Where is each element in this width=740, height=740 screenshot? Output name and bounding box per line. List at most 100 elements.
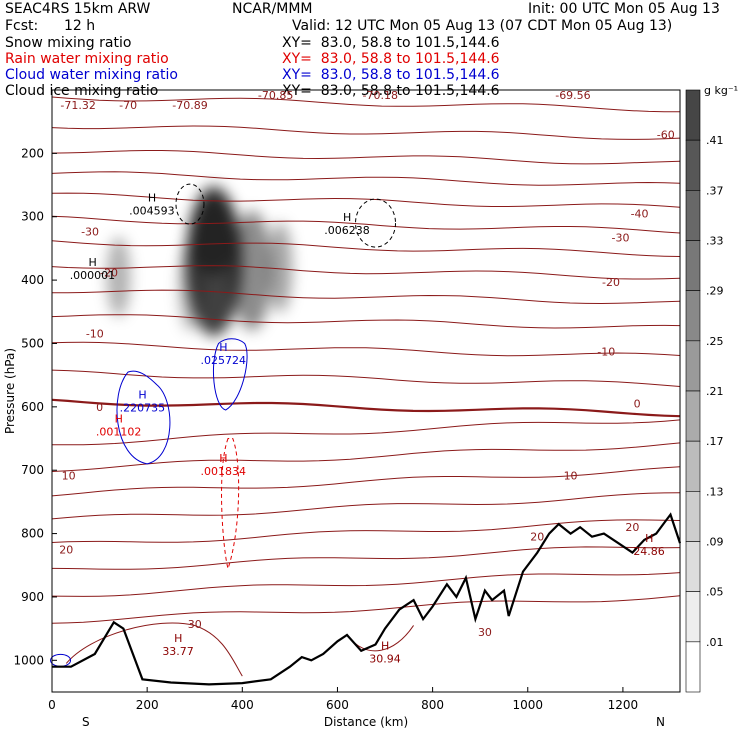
temperature-label: 20	[625, 521, 639, 534]
rain-contour	[221, 438, 240, 571]
colorbar-swatch	[685, 491, 701, 542]
field-rain: Rain water mixing ratio	[5, 51, 169, 67]
ice-shade	[191, 195, 236, 276]
isotherm-line	[51, 240, 681, 257]
isotherm-line	[51, 96, 680, 113]
isotherm-line	[51, 369, 681, 387]
isotherm-line	[51, 466, 681, 497]
extremum-marker: H	[645, 532, 653, 545]
ice-shade	[106, 236, 131, 317]
init-time: Init: 00 UTC Mon 05 Aug 13	[528, 1, 720, 17]
x-tick-label: 600	[326, 698, 349, 712]
temperature-label: -60	[657, 128, 675, 141]
isotherm-line	[51, 215, 681, 234]
north-label: N	[656, 715, 665, 729]
y-tick-label: 700	[21, 463, 44, 477]
colorbar-tick-label: .17	[706, 435, 724, 448]
x-tick-label: 0	[48, 698, 56, 712]
extremum-value: .004593	[129, 204, 175, 217]
terrain-line	[52, 512, 682, 686]
isotherm-line	[51, 519, 681, 543]
y-tick-label: 200	[21, 146, 44, 160]
extremum-marker: H	[88, 256, 96, 269]
x-tick-label: 800	[421, 698, 444, 712]
temperature-label: -69.56	[555, 89, 590, 102]
colorbar: .41 .37 .33 .29 .25 .21 .17 .13 .09 .05 .01 g kg⁻¹	[685, 84, 738, 693]
extremum-value: .025724	[201, 354, 247, 367]
extremum-marker: H	[148, 191, 156, 204]
colorbar-tick-label: .33	[706, 235, 724, 248]
model-title: SEAC4RS 15km ARW	[5, 1, 151, 17]
temperature-label: -71.32	[60, 99, 95, 112]
ice-shading	[106, 186, 293, 337]
colorbar-swatch	[685, 139, 701, 191]
temperature-label: -20	[602, 276, 620, 289]
forecast-label: Fcst:	[5, 18, 39, 34]
extremum-value: .006238	[324, 224, 370, 237]
temperature-label: 30	[188, 618, 202, 631]
extremum-marker: H	[115, 413, 123, 426]
xy-rain: XY= 83.0, 58.8 to 101.5,144.6	[282, 51, 500, 67]
isotherm-line	[51, 442, 681, 472]
colorbar-swatch	[685, 591, 701, 643]
isotherm-line	[51, 125, 681, 140]
isotherm-line	[51, 419, 681, 446]
south-label: S	[82, 715, 90, 729]
temperature-label: -70.89	[172, 99, 207, 112]
extremum-value: 30.94	[369, 652, 401, 665]
x-tick-label: 1000	[512, 698, 543, 712]
valid-time: Valid: 12 UTC Mon 05 Aug 13 (07 CDT Mon …	[292, 18, 673, 34]
colorbar-tick-label: .05	[706, 586, 724, 599]
extremum-marker: H	[343, 211, 351, 224]
y-tick-label: 400	[21, 273, 44, 287]
y-tick-label: 300	[21, 210, 44, 224]
temperature-label: -40	[631, 208, 649, 221]
colorbar-tick-label: .37	[706, 184, 724, 197]
temperature-label: 20	[530, 531, 544, 544]
colorbar-swatch	[685, 641, 701, 693]
y-tick-label: 600	[21, 400, 44, 414]
extremum-value: .001834	[201, 465, 247, 478]
temperature-label: 20	[59, 543, 73, 556]
y-tick-label: 1000	[13, 653, 44, 667]
temperature-label: -70.85	[258, 89, 293, 102]
colorbar-swatch	[685, 440, 701, 492]
xy-cloud-water: XY= 83.0, 58.8 to 101.5,144.6	[282, 67, 500, 83]
isotherm-line	[51, 398, 681, 418]
extremum-marker: H	[219, 452, 227, 465]
temperature-label: 30	[478, 626, 492, 639]
y-axis-label: Pressure (hPa)	[3, 348, 17, 434]
colorbar-swatch	[685, 89, 701, 141]
extremum-value: .001102	[96, 426, 142, 439]
x-axis-label: Distance (km)	[324, 715, 408, 729]
temperature-label: 0	[634, 398, 641, 411]
organization: NCAR/MMM	[232, 1, 313, 17]
temperature-labels: -71.32 -70 -70.89-70.85 -70.18 -69.56-60-40-…	[59, 89, 674, 639]
colorbar-unit: g kg⁻¹	[704, 84, 738, 97]
temperature-label: -30	[612, 232, 630, 245]
xy-snow: XY= 83.0, 58.8 to 101.5,144.6	[282, 35, 500, 51]
colorbar-tick-label: .13	[706, 485, 724, 498]
cloud-ice-contour	[355, 198, 397, 248]
field-cloud-water: Cloud water mixing ratio	[5, 67, 178, 83]
temperature-label: 0	[96, 401, 103, 414]
colorbar-swatch	[685, 290, 701, 342]
extrema-labels: H.004593H.006238H.000001H.025724H.220735…	[70, 191, 665, 665]
colorbar-tick-label: .29	[706, 285, 724, 298]
extremum-value: .220735	[120, 402, 166, 415]
warm-contour-30	[65, 622, 243, 677]
ice-shade	[268, 222, 293, 313]
isotherm-line	[51, 150, 681, 165]
isotherm-line	[51, 572, 681, 597]
y-tick-label: 900	[21, 590, 44, 604]
temperature-label: -10	[86, 327, 104, 340]
field-snow: Snow mixing ratio	[5, 35, 132, 51]
cloud-water-contour	[212, 338, 248, 411]
x-tick-label: 1200	[608, 698, 639, 712]
colorbar-swatch	[685, 340, 701, 392]
temperature-label: -70	[119, 99, 137, 112]
colorbar-tick-label: .21	[706, 385, 724, 398]
y-tick-label: 800	[21, 527, 44, 541]
extremum-marker: H	[381, 639, 389, 652]
